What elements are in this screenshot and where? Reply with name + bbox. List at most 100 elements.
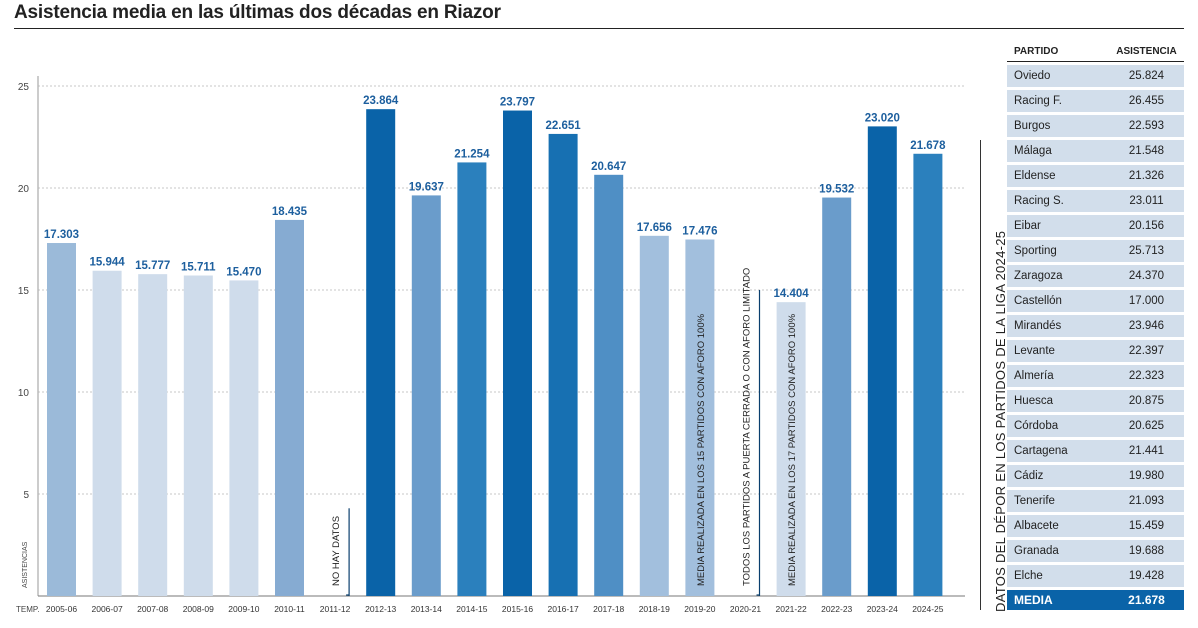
bar-value-label: 19.532 bbox=[819, 184, 854, 196]
x-tick-label: 2013-14 bbox=[411, 604, 442, 614]
table-cell-asistencia: 17.000 bbox=[1128, 295, 1165, 307]
x-tick-label: 2017-18 bbox=[593, 604, 624, 614]
table-cell-partido: Málaga bbox=[1014, 145, 1052, 157]
table-row: Huesca 20.875 bbox=[1007, 390, 1184, 412]
table-row: Castellón 17.000 bbox=[1007, 290, 1184, 312]
x-tick-label: 2019-20 bbox=[684, 604, 715, 614]
table-row: Sporting 25.713 bbox=[1007, 240, 1184, 262]
bar bbox=[92, 270, 122, 596]
x-tick-label: 2007-08 bbox=[137, 604, 168, 614]
annotation-text: MEDIA REALIZADA EN LOS 17 PARTIDOS CON A… bbox=[787, 313, 798, 586]
table-row: Racing F. 26.455 bbox=[1007, 90, 1184, 112]
y-tick-label: 5 bbox=[23, 490, 29, 501]
bar-value-label: 20.647 bbox=[591, 161, 626, 173]
bar bbox=[822, 197, 852, 597]
side-divider bbox=[980, 140, 981, 610]
table-cell-asistencia: 26.455 bbox=[1128, 95, 1165, 107]
chart-title: Asistencia media en las últimas dos déca… bbox=[14, 2, 501, 23]
x-tick-label: 2010-11 bbox=[274, 604, 305, 614]
annotation-text: MEDIA REALIZADA EN LOS 15 PARTIDOS CON A… bbox=[696, 313, 707, 586]
bar bbox=[457, 162, 487, 596]
table-header: PARTIDO ASISTENCIA bbox=[1007, 41, 1184, 62]
x-tick-label: 2008-09 bbox=[183, 604, 214, 614]
bar-value-label: 18.435 bbox=[272, 206, 308, 218]
table-cell-asistencia: 21.441 bbox=[1128, 445, 1165, 457]
bar-value-label: 23.020 bbox=[865, 112, 900, 124]
table-cell-asistencia: 21.326 bbox=[1128, 170, 1165, 182]
table-cell-partido: Zaragoza bbox=[1014, 270, 1063, 282]
table-row: Oviedo 25.824 bbox=[1007, 65, 1184, 87]
x-tick-label: 2011-12 bbox=[320, 604, 351, 614]
bar bbox=[411, 195, 441, 596]
table-side-label: DATOS DEL DÉPOR EN LOS PARTIDOS DE LA LI… bbox=[993, 230, 1008, 612]
table-cell-partido: Albacete bbox=[1014, 520, 1059, 532]
bar bbox=[594, 174, 624, 596]
table-cell-partido: Oviedo bbox=[1014, 70, 1051, 82]
table-row: Burgos 22.593 bbox=[1007, 115, 1184, 137]
table-cell-asistencia: 21.093 bbox=[1128, 495, 1165, 507]
bar-value-label: 15.944 bbox=[90, 257, 126, 269]
table-body: Oviedo 25.824 Racing F. 26.455 Burgos 22.593 M… bbox=[1007, 65, 1184, 587]
bar bbox=[183, 275, 213, 596]
table-cell-asistencia: 20.625 bbox=[1128, 420, 1165, 432]
table-row: Albacete 15.459 bbox=[1007, 515, 1184, 537]
table-cell-partido: Cádiz bbox=[1014, 470, 1044, 482]
table-cell-partido: Tenerife bbox=[1014, 495, 1055, 507]
y-tick-label: 10 bbox=[18, 388, 30, 399]
table-cell-partido: Córdoba bbox=[1014, 420, 1059, 432]
bar bbox=[867, 126, 897, 596]
table-cell-partido: Levante bbox=[1014, 345, 1055, 357]
annotation-text: TODOS LOS PARTIDOS A PUERTA CERRADA O CO… bbox=[742, 268, 753, 586]
table-cell-partido: Elche bbox=[1014, 570, 1043, 582]
table-cell-asistencia: 22.323 bbox=[1128, 370, 1165, 382]
x-tick-label: 2016-17 bbox=[547, 604, 578, 614]
table-row: Zaragoza 24.370 bbox=[1007, 265, 1184, 287]
table-row: Granada 19.688 bbox=[1007, 540, 1184, 562]
table-footer-label: MEDIA bbox=[1014, 593, 1053, 607]
table-cell-asistencia: 15.459 bbox=[1128, 520, 1165, 532]
table-cell-asistencia: 25.713 bbox=[1128, 245, 1165, 257]
x-tick-label: 2009-10 bbox=[228, 604, 259, 614]
table-cell-asistencia: 24.370 bbox=[1128, 270, 1165, 282]
y-axis-label: ASISTENCIAS bbox=[22, 541, 29, 588]
table-row: Elche 19.428 bbox=[1007, 565, 1184, 587]
bar bbox=[503, 110, 532, 596]
table-cell-partido: Eibar bbox=[1014, 220, 1041, 232]
table-header-partido: PARTIDO bbox=[1014, 45, 1059, 57]
bar bbox=[548, 133, 578, 596]
bar-value-label: 17.656 bbox=[637, 222, 672, 234]
x-tick-label: 2020-21 bbox=[730, 604, 761, 614]
table-row: Eibar 20.156 bbox=[1007, 215, 1184, 237]
table-cell-asistencia: 20.875 bbox=[1128, 395, 1165, 407]
bar-value-label: 15.470 bbox=[226, 266, 261, 278]
table-cell-partido: Huesca bbox=[1014, 395, 1053, 407]
table-row: Córdoba 20.625 bbox=[1007, 415, 1184, 437]
table-cell-partido: Racing F. bbox=[1014, 95, 1062, 107]
bar-value-label: 19.637 bbox=[409, 181, 444, 193]
x-tick-label: 2022-23 bbox=[821, 604, 852, 614]
bar bbox=[685, 239, 715, 596]
table-cell-asistencia: 19.980 bbox=[1128, 470, 1165, 482]
x-tick-label: 2023-24 bbox=[867, 604, 898, 614]
table-cell-partido: Almería bbox=[1014, 370, 1054, 382]
x-tick-label: 2018-19 bbox=[639, 604, 670, 614]
table-cell-asistencia: 19.688 bbox=[1128, 545, 1165, 557]
title-underline bbox=[14, 28, 1184, 29]
x-tick-label: 2005-06 bbox=[46, 604, 77, 614]
table-cell-asistencia: 22.397 bbox=[1128, 345, 1165, 357]
table-footer: MEDIA 21.678 bbox=[1007, 590, 1184, 610]
x-tick-label: 2024-25 bbox=[912, 604, 943, 614]
table-row: Málaga 21.548 bbox=[1007, 140, 1184, 162]
table-row: Levante 22.397 bbox=[1007, 340, 1184, 362]
attendance-table: PARTIDO ASISTENCIA Oviedo 25.824 Racing F.… bbox=[1007, 41, 1184, 610]
bar-value-label: 21.254 bbox=[454, 148, 490, 160]
bar bbox=[229, 280, 259, 596]
bar bbox=[913, 153, 943, 596]
table-row: Mirandés 23.946 bbox=[1007, 315, 1184, 337]
bar-value-label: 23.797 bbox=[500, 97, 535, 109]
x-tick-label: 2012-13 bbox=[365, 604, 396, 614]
table-header-asistencia: ASISTENCIA bbox=[1116, 45, 1177, 57]
table-row: Eldense 21.326 bbox=[1007, 165, 1184, 187]
y-tick-label: 15 bbox=[18, 286, 30, 297]
table-cell-partido: Mirandés bbox=[1014, 320, 1062, 332]
